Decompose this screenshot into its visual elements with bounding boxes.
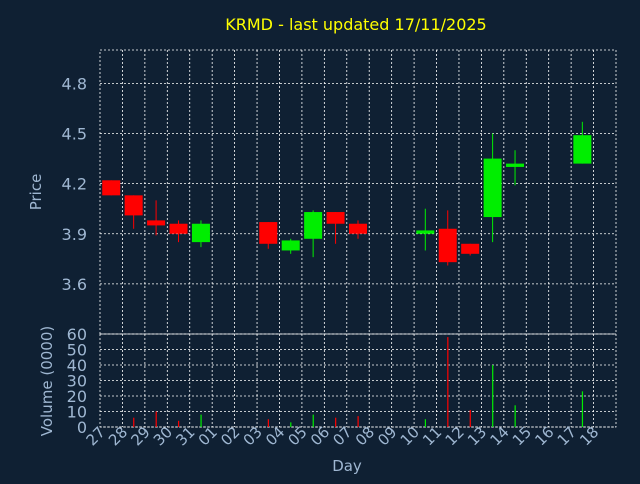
candle-body xyxy=(438,228,457,263)
price-y-tick-label: 3.6 xyxy=(62,275,87,294)
price-y-tick-label: 4.5 xyxy=(62,125,87,144)
candle xyxy=(349,220,367,239)
candle xyxy=(169,220,188,243)
candle-body xyxy=(259,222,278,244)
price-y-tick-labels: 3.6 3.9 4.2 4.5 4.8 xyxy=(62,74,87,293)
volume-bar xyxy=(514,405,516,427)
volume-bar xyxy=(492,365,494,427)
candle xyxy=(259,222,278,249)
candle xyxy=(147,200,166,236)
chart-title: KRMD - last updated 17/11/2025 xyxy=(225,15,486,34)
candle xyxy=(281,238,300,254)
volume-bar xyxy=(447,337,449,427)
x-tick-labels: 2728293031010203040506070809101112131415… xyxy=(83,423,603,449)
candle-body xyxy=(191,223,210,243)
candle-body xyxy=(147,220,166,226)
volume-bar xyxy=(581,391,584,427)
volume-y-tick-label: 20 xyxy=(67,387,87,406)
price-y-tick-label: 4.8 xyxy=(62,74,87,93)
volume-y-tick-label: 10 xyxy=(67,403,87,422)
volume-bar xyxy=(267,419,269,427)
volume-bar xyxy=(200,414,202,427)
volume-bar xyxy=(424,419,427,427)
candles xyxy=(102,121,592,266)
volume-bar xyxy=(335,417,337,427)
candle xyxy=(573,121,592,164)
volume-bar xyxy=(290,422,292,427)
volume-bar xyxy=(469,409,471,427)
candle xyxy=(304,210,323,258)
candle-body xyxy=(506,163,525,167)
x-axis-label: Day xyxy=(332,457,362,475)
volume-bar xyxy=(133,417,135,427)
price-y-tick-label: 3.9 xyxy=(62,225,87,244)
volume-axis-label: Volume (0000) xyxy=(38,326,56,436)
volume-y-tick-label: 50 xyxy=(67,341,87,360)
price-axis-label: Price xyxy=(27,174,45,211)
candle-body xyxy=(102,180,121,196)
volume-y-tick-label: 0 xyxy=(77,418,87,437)
price-grid xyxy=(99,49,617,335)
candle-body xyxy=(281,240,300,251)
candle-body xyxy=(349,223,367,234)
candle xyxy=(326,212,345,244)
candle-body xyxy=(483,158,502,218)
candle-body xyxy=(416,230,435,234)
candle xyxy=(416,208,435,251)
candle-body xyxy=(326,212,345,224)
volume-bar xyxy=(357,416,359,427)
candle-body xyxy=(304,212,323,239)
candle xyxy=(438,210,457,266)
volume-bar xyxy=(178,420,180,427)
candle-body xyxy=(461,243,480,254)
volume-y-tick-label: 60 xyxy=(67,325,87,344)
candle xyxy=(506,150,525,186)
volume-bars xyxy=(133,337,584,427)
volume-bar xyxy=(155,411,157,427)
candle-body xyxy=(169,223,188,234)
candle xyxy=(102,180,121,196)
candle-body xyxy=(124,195,143,216)
candle xyxy=(483,133,502,243)
candle-body xyxy=(573,135,592,164)
candle xyxy=(191,220,210,248)
volume-bar xyxy=(312,414,314,427)
volume-y-tick-label: 40 xyxy=(67,356,87,375)
volume-y-tick-label: 30 xyxy=(67,372,87,391)
candle xyxy=(461,243,480,256)
candle xyxy=(124,195,143,229)
price-y-tick-label: 4.2 xyxy=(62,175,87,194)
